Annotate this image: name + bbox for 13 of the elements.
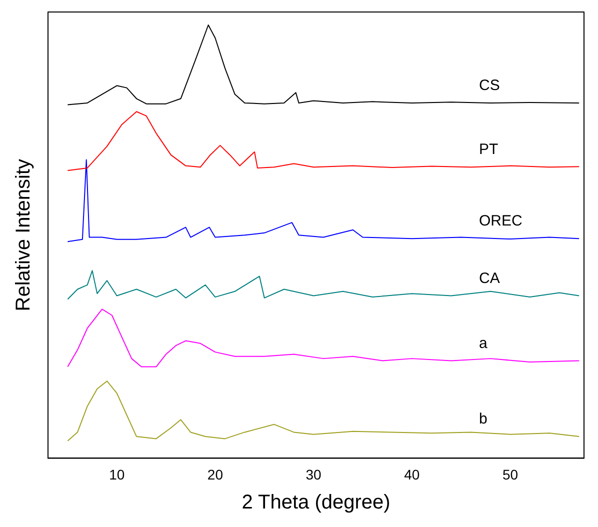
series-label: b [479,410,488,428]
series-label: CS [479,77,500,94]
series-label: PT [479,140,498,158]
x-tick-label: 40 [404,466,420,482]
series-label: a [479,334,488,352]
x-tick-label: 20 [207,466,224,482]
x-tick-label: 30 [306,466,322,482]
y-axis-title: Relative Intensity [12,158,35,312]
x-tick-label: 50 [502,466,518,482]
series-label: OREC [479,212,523,230]
x-axis-title: 2 Theta (degree) [242,492,390,514]
x-tick-label: 10 [109,466,125,482]
series-label: CA [479,270,500,287]
